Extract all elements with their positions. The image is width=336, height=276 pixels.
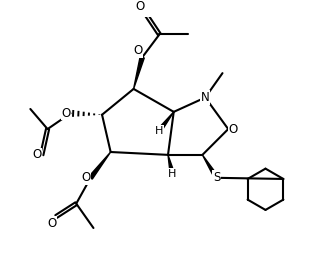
Text: O: O [47, 217, 56, 230]
Polygon shape [168, 155, 174, 174]
Polygon shape [158, 112, 174, 132]
Text: O: O [33, 148, 42, 161]
Text: O: O [81, 171, 91, 184]
Polygon shape [202, 155, 219, 179]
Text: S: S [213, 171, 220, 184]
Text: H: H [168, 169, 176, 179]
Text: N: N [201, 91, 210, 104]
Text: O: O [61, 107, 71, 120]
Text: O: O [133, 44, 142, 57]
Polygon shape [134, 57, 144, 89]
Text: H: H [155, 126, 164, 136]
Text: O: O [228, 123, 238, 136]
Text: O: O [136, 0, 145, 13]
Polygon shape [89, 152, 111, 179]
